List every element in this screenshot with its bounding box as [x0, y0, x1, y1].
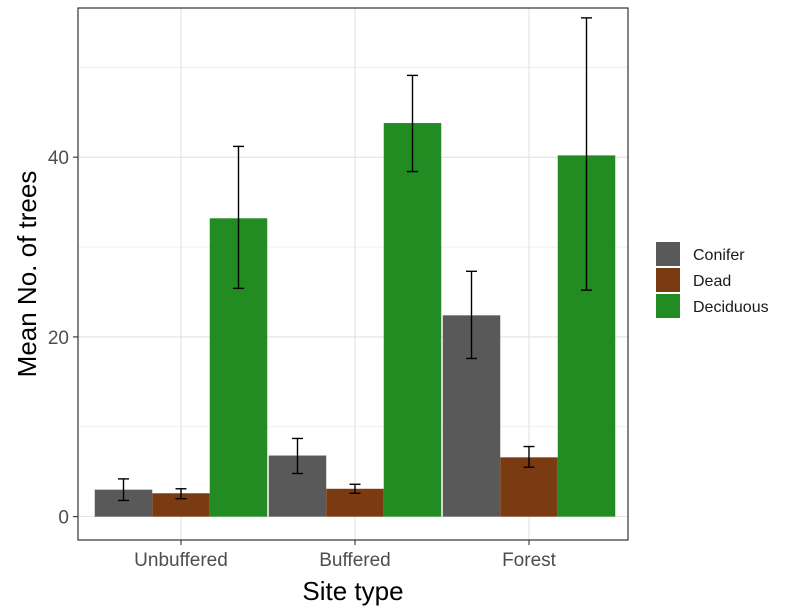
x-tick-label: Buffered [319, 550, 390, 571]
legend-swatch-conifer [656, 242, 680, 266]
legend-label-conifer: Conifer [693, 247, 745, 264]
y-tick-label: 20 [48, 328, 69, 349]
legend-swatch-deciduous [656, 294, 680, 318]
bars [94, 123, 616, 517]
plot-panel-border [77, 7, 629, 541]
bar-dead-unbuffered [152, 493, 210, 517]
y-tick-label: 40 [48, 148, 69, 169]
x-axis-title: Site type [302, 576, 403, 606]
legend-label-dead: Dead [693, 273, 731, 290]
y-axis: 0 20 40 [48, 148, 78, 529]
y-tick-label: 0 [58, 508, 69, 529]
error-bars [118, 17, 592, 502]
legend-swatch-dead [656, 268, 680, 292]
x-tick-label: Unbuffered [134, 550, 228, 571]
x-tick-label: Forest [502, 550, 557, 571]
legend-label-deciduous: Deciduous [693, 299, 769, 316]
legend: Conifer Dead Deciduous [655, 241, 769, 319]
x-axis: Unbuffered Buffered Forest [134, 540, 557, 571]
bar-deciduous-buffered [383, 123, 442, 517]
y-axis-title: Mean No. of trees [12, 171, 42, 378]
